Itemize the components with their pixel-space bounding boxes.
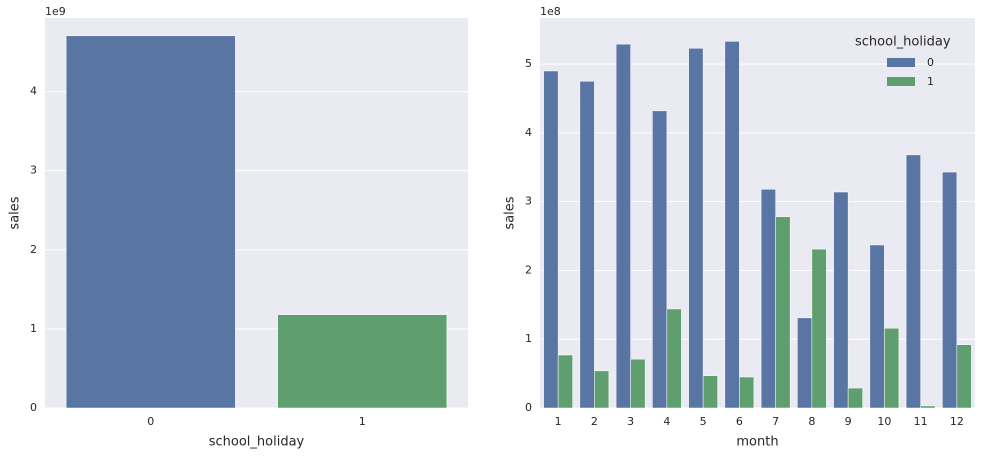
y-tick-label: 5 bbox=[525, 57, 532, 70]
bar bbox=[666, 308, 682, 409]
bar bbox=[797, 317, 813, 409]
offset-label: 1e8 bbox=[540, 5, 561, 18]
bar bbox=[579, 81, 595, 409]
x-axis-label: month bbox=[736, 435, 778, 450]
bar bbox=[811, 248, 827, 409]
bar bbox=[557, 354, 573, 409]
x-tick-label: 10 bbox=[877, 415, 891, 428]
offset-label: 1e9 bbox=[45, 5, 66, 18]
bar bbox=[615, 43, 631, 409]
legend-label: 0 bbox=[927, 56, 934, 69]
y-tick-label: 3 bbox=[525, 195, 532, 208]
bar bbox=[884, 327, 900, 409]
y-tick-label: 3 bbox=[30, 164, 37, 177]
bar bbox=[688, 48, 704, 409]
bar bbox=[833, 191, 849, 409]
bar bbox=[847, 387, 863, 409]
bar bbox=[594, 370, 610, 409]
y-axis-label: sales bbox=[8, 196, 23, 229]
x-tick-label: 5 bbox=[700, 415, 707, 428]
bar bbox=[942, 171, 958, 409]
x-tick-label: 11 bbox=[914, 415, 928, 428]
x-tick-label: 1 bbox=[359, 415, 366, 428]
y-tick-label: 4 bbox=[30, 85, 37, 98]
bar bbox=[630, 358, 646, 409]
bar bbox=[739, 376, 755, 409]
x-tick-label: 1 bbox=[555, 415, 562, 428]
x-tick-label: 6 bbox=[736, 415, 743, 428]
y-tick-label: 0 bbox=[30, 401, 37, 414]
legend-title: school_holiday bbox=[855, 35, 951, 50]
y-tick-label: 0 bbox=[525, 401, 532, 414]
bar bbox=[920, 405, 936, 409]
x-tick-label: 8 bbox=[808, 415, 815, 428]
legend-label: 1 bbox=[927, 75, 934, 88]
y-tick-label: 2 bbox=[525, 263, 532, 276]
bar bbox=[775, 216, 791, 409]
x-tick-label: 12 bbox=[950, 415, 964, 428]
x-axis-label: school_holiday bbox=[209, 435, 305, 450]
bar bbox=[724, 41, 740, 409]
y-axis-label: sales bbox=[503, 196, 518, 229]
bar bbox=[543, 70, 559, 409]
bar bbox=[652, 110, 668, 409]
bar bbox=[277, 314, 448, 409]
bar bbox=[869, 244, 885, 409]
x-tick-label: 9 bbox=[845, 415, 852, 428]
bar bbox=[702, 375, 718, 409]
x-tick-label: 2 bbox=[591, 415, 598, 428]
x-tick-label: 0 bbox=[147, 415, 154, 428]
x-tick-label: 4 bbox=[663, 415, 670, 428]
y-tick-label: 1 bbox=[30, 322, 37, 335]
y-tick-label: 4 bbox=[525, 126, 532, 139]
bar bbox=[905, 154, 921, 409]
y-tick-label: 2 bbox=[30, 243, 37, 256]
bar bbox=[956, 344, 972, 409]
bar bbox=[760, 189, 776, 409]
x-tick-label: 7 bbox=[772, 415, 779, 428]
legend-swatch bbox=[887, 77, 915, 86]
y-tick-label: 1 bbox=[525, 332, 532, 345]
bar bbox=[65, 35, 236, 409]
x-tick-label: 3 bbox=[627, 415, 634, 428]
legend-swatch bbox=[887, 58, 915, 67]
